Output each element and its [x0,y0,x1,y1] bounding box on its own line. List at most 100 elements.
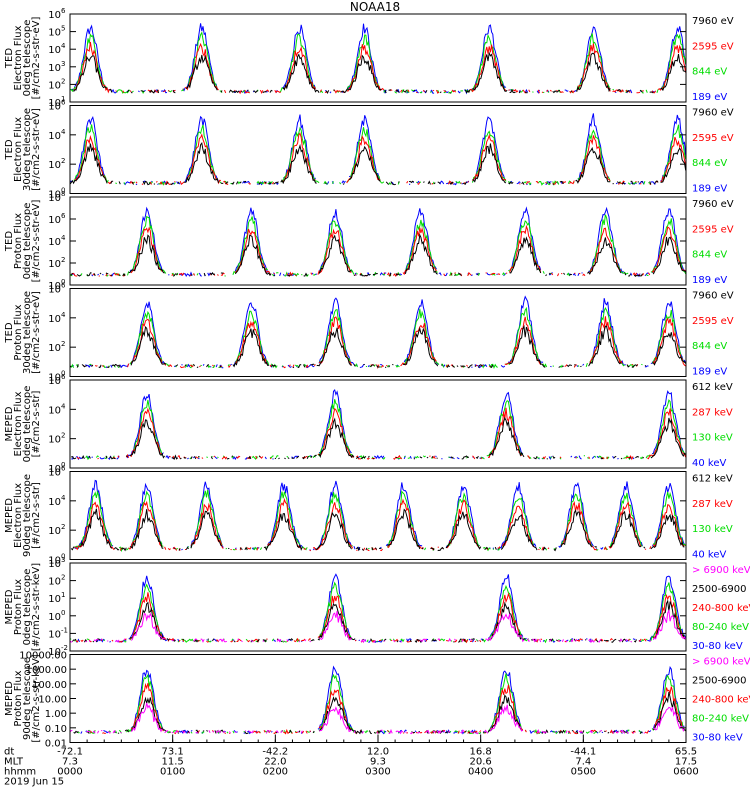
series-line [227,363,230,367]
legend-entry: 2500-6900 [692,584,747,595]
series-line [481,639,484,641]
series-line [443,90,447,93]
series-line [575,730,579,734]
series-line [127,363,130,368]
series-line [496,273,498,275]
series-line [203,272,206,277]
panel-frame [69,562,687,652]
series-line [122,90,125,93]
series-line [202,364,205,366]
series-line [79,508,113,549]
y-tick-exponent: 6 [61,99,66,107]
series-line [411,89,414,92]
series-line [341,180,346,184]
y-tick-label: 10 [48,497,61,508]
series-line [232,328,269,368]
series-line [380,548,383,552]
series-line [234,548,237,551]
series-line [177,455,181,459]
series-line [641,363,643,366]
series-line [313,364,316,367]
series-line [638,638,642,642]
series-line [623,455,632,461]
series-line [353,363,356,367]
series-line [172,273,178,277]
series-line [453,641,455,643]
series-line [348,115,381,182]
series-line [167,90,170,92]
series-line [376,731,379,734]
series-line [392,639,396,643]
series-line [508,220,541,272]
legend-entry: 30-80 keV [692,641,743,652]
series-line [540,638,543,641]
series-line [110,180,114,185]
series-line [623,730,627,733]
series-line [342,183,345,185]
series-line [600,639,603,642]
series-line [382,457,386,460]
series-line [409,639,412,643]
series-line [501,272,506,276]
series-line [632,272,637,277]
y-tick-exponent: 2 [61,77,65,85]
series-line [565,730,568,734]
series-line [542,456,546,460]
series-line [372,273,378,276]
y-axis-label: Proton Flux [13,213,24,269]
series-line [497,273,501,276]
y-tick-label: 100.00 [32,680,67,691]
series-line [297,364,302,369]
series-line [239,547,243,550]
series-line [198,456,200,458]
series-line [629,456,631,459]
series-line [575,146,611,184]
series-line [324,89,327,92]
series-line [207,639,212,643]
series-line [305,730,308,734]
series-line [165,181,169,186]
series-line [102,732,106,734]
series-line [317,407,354,458]
series-line [439,91,442,94]
panel-8-data [69,665,687,735]
series-line [288,638,294,641]
series-line [431,638,437,642]
legend-entry: 189 eV [692,275,727,286]
series-line [448,730,451,733]
series-line [425,640,428,642]
y-tick-label: 10 [48,193,61,204]
series-line [185,31,218,90]
series-line [468,732,471,734]
series-line [236,638,242,642]
series-line [122,272,126,277]
series-line [607,731,610,734]
legend-entry: 7960 eV [692,291,734,302]
series-line [280,640,283,643]
series-line [651,208,687,274]
series-line [166,638,170,641]
series-line [645,89,648,93]
series-line [232,216,268,275]
series-line [528,182,532,186]
series-line [477,272,481,276]
series-line [74,116,107,180]
series-line [478,731,482,735]
series-line [417,181,421,185]
series-line [359,273,371,277]
series-line [395,730,404,735]
series-line [267,181,273,185]
series-line [549,89,552,92]
series-line [101,365,104,368]
panel-frame [69,13,687,103]
y-tick-label: 10 [48,629,61,640]
series-line [282,53,320,93]
series-line [310,272,313,275]
series-line [218,638,228,643]
series-line [575,638,578,642]
series-line [179,181,185,186]
series-line [209,272,216,276]
legend-entry: 612 keV [692,382,733,393]
series-line [652,317,686,367]
